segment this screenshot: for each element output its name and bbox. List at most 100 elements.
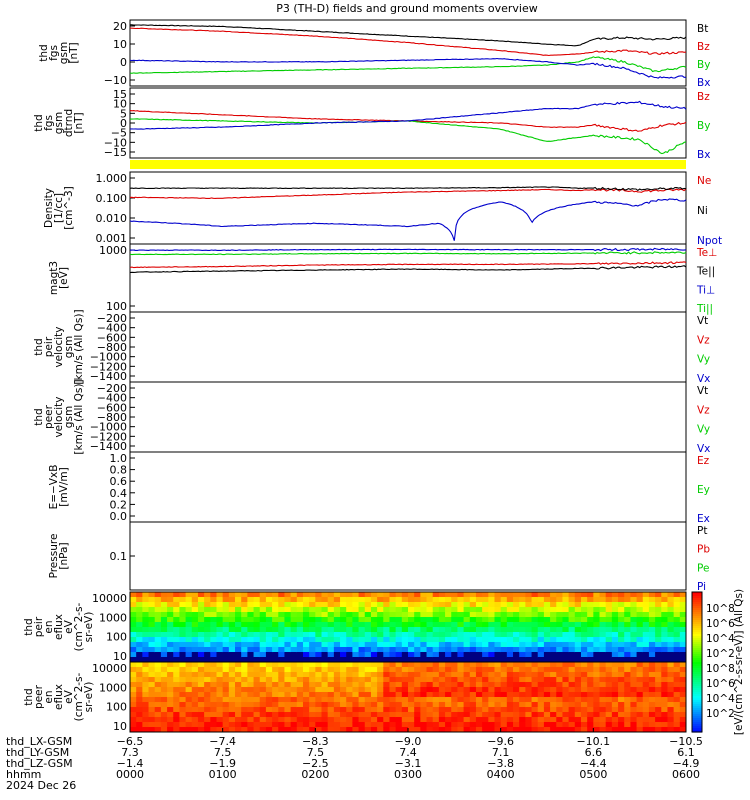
heatmap-cell bbox=[395, 607, 403, 613]
heatmap-cell bbox=[475, 722, 483, 728]
colorbar-cell bbox=[692, 630, 702, 633]
heatmap-cell bbox=[556, 692, 563, 698]
heatmap-cell bbox=[451, 722, 458, 728]
ylabel-line: [mV/m] bbox=[58, 467, 70, 506]
heatmap-cell bbox=[451, 627, 458, 633]
heatmap-cell bbox=[265, 637, 273, 643]
heatmap-cell bbox=[667, 687, 675, 693]
heatmap-cell bbox=[136, 622, 143, 628]
heatmap-cell bbox=[377, 682, 384, 688]
heatmap-cell bbox=[130, 597, 137, 603]
heatmap-cell bbox=[167, 727, 174, 733]
heatmap-cell bbox=[253, 612, 261, 618]
heatmap-cell bbox=[265, 692, 273, 698]
heatmap-cell bbox=[599, 632, 607, 638]
heatmap-cell bbox=[173, 612, 180, 618]
heatmap-cell bbox=[482, 652, 489, 658]
heatmap-cell bbox=[191, 717, 199, 723]
heatmap-cell bbox=[197, 662, 205, 668]
y-tick-label: 0.8 bbox=[110, 464, 128, 477]
heatmap-cell bbox=[661, 707, 668, 713]
heatmap-cell bbox=[377, 622, 384, 628]
heatmap-cell bbox=[500, 602, 508, 608]
heatmap-cell bbox=[247, 682, 255, 688]
heatmap-cell bbox=[655, 607, 662, 613]
heatmap-cell bbox=[315, 597, 323, 603]
heatmap-cell bbox=[605, 712, 613, 718]
heatmap-cell bbox=[247, 672, 255, 678]
heatmap-cell bbox=[667, 722, 675, 728]
heatmap-cell bbox=[148, 677, 156, 683]
heatmap-cell bbox=[204, 642, 211, 648]
heatmap-cell bbox=[222, 627, 230, 633]
heatmap-cell bbox=[278, 637, 285, 643]
heatmap-cell bbox=[500, 617, 508, 623]
heatmap-cell bbox=[148, 617, 156, 623]
heatmap-cell bbox=[370, 682, 378, 688]
heatmap-cell bbox=[302, 687, 310, 693]
heatmap-cell bbox=[327, 642, 335, 648]
heatmap-cell bbox=[265, 667, 273, 673]
heatmap-cell bbox=[593, 662, 601, 668]
heatmap-cell bbox=[228, 727, 236, 733]
legend-Te⊥: Te⊥ bbox=[696, 247, 717, 259]
ylabel-line: peir bbox=[43, 336, 55, 357]
heatmap-cell bbox=[426, 722, 434, 728]
heatmap-cell bbox=[513, 717, 520, 723]
heatmap-cell bbox=[259, 662, 267, 668]
heatmap-cell bbox=[222, 637, 230, 643]
heatmap-cell bbox=[630, 617, 638, 623]
heatmap-cell bbox=[377, 702, 384, 708]
heatmap-cell bbox=[389, 602, 397, 608]
heatmap-cell bbox=[136, 717, 143, 723]
heatmap-cell bbox=[513, 637, 520, 643]
heatmap-cell bbox=[179, 692, 187, 698]
heatmap-cell bbox=[401, 672, 409, 678]
heatmap-cell bbox=[611, 722, 619, 728]
heatmap-cell bbox=[241, 702, 248, 708]
heatmap-cell bbox=[265, 657, 273, 663]
heatmap-cell bbox=[630, 632, 638, 638]
colorbar-cell bbox=[692, 622, 702, 625]
heatmap-cell bbox=[648, 687, 656, 693]
heatmap-cell bbox=[167, 677, 174, 683]
heatmap-cell bbox=[247, 632, 255, 638]
heatmap-cell bbox=[568, 627, 576, 633]
heatmap-cell bbox=[636, 607, 644, 613]
heatmap-cell bbox=[179, 722, 187, 728]
x-row-value: −9.6 bbox=[487, 735, 514, 748]
legend-Pb: Pb bbox=[697, 544, 710, 556]
heatmap-cell bbox=[389, 692, 397, 698]
heatmap-cell bbox=[216, 667, 224, 673]
heatmap-cell bbox=[247, 707, 255, 713]
heatmap-cell bbox=[358, 632, 366, 638]
heatmap-cell bbox=[197, 657, 205, 663]
heatmap-cell bbox=[587, 602, 594, 608]
heatmap-cell bbox=[414, 727, 421, 733]
ylabel-line: sr-eV) bbox=[83, 612, 95, 643]
heatmap-cell bbox=[562, 692, 570, 698]
heatmap-cell bbox=[599, 702, 607, 708]
ylabel-line: gsm bbox=[63, 406, 75, 428]
heatmap-cell bbox=[278, 642, 285, 648]
heatmap-cell bbox=[377, 657, 384, 663]
heatmap-cell bbox=[537, 597, 545, 603]
heatmap-cell bbox=[265, 697, 273, 703]
heatmap-cell bbox=[216, 607, 224, 613]
heatmap-cell bbox=[340, 617, 347, 623]
heatmap-cell bbox=[408, 602, 415, 608]
heatmap-cell bbox=[537, 672, 545, 678]
heatmap-cell bbox=[284, 722, 292, 728]
heatmap-cell bbox=[593, 647, 601, 653]
heatmap-cell bbox=[370, 672, 378, 678]
heatmap-cell bbox=[531, 717, 539, 723]
heatmap-cell bbox=[451, 617, 458, 623]
heatmap-cell bbox=[457, 722, 465, 728]
heatmap-cell bbox=[482, 622, 489, 628]
heatmap-cell bbox=[352, 662, 360, 668]
heatmap-cell bbox=[154, 657, 162, 663]
ylabel-line: fgs bbox=[48, 45, 60, 61]
heatmap-cell bbox=[525, 647, 533, 653]
heatmap-cell bbox=[624, 622, 631, 628]
